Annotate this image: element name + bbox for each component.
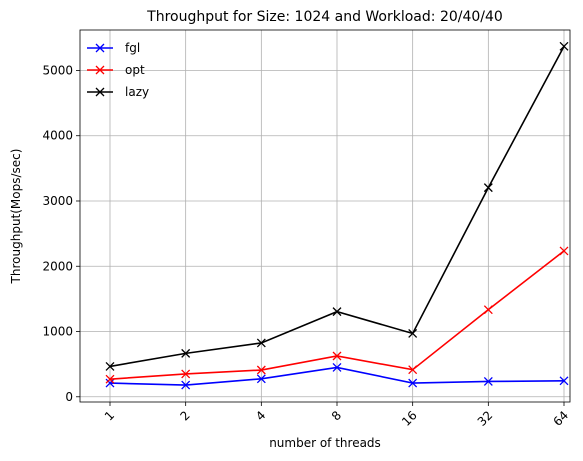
data-point [332,362,342,372]
series-layer [105,41,569,390]
y-axis-label: Throughput(Mops/sec) [9,149,23,285]
legend-label: opt [125,63,145,77]
data-point [256,374,266,384]
data-point [483,305,493,315]
series-opt [105,246,569,384]
y-tick-label: 2000 [42,259,73,273]
plot-frame [79,29,571,403]
legend-label: fgl [125,41,140,55]
series-fgl [105,362,569,390]
y-tick-label: 4000 [42,129,73,143]
legend-item-lazy: lazy [87,85,149,99]
data-point [181,369,191,379]
data-point [256,338,266,348]
data-point [332,307,342,317]
data-point [559,41,569,51]
data-point [408,378,418,388]
y-tick-label: 1000 [42,325,73,339]
legend-marker [95,65,105,75]
series-lazy [105,41,569,371]
y-tick-label: 0 [65,390,73,404]
data-point [105,374,115,384]
chart-title: Throughput for Size: 1024 and Workload: … [146,9,503,25]
legend-label: lazy [125,85,149,99]
data-point [559,376,569,386]
legend-item-opt: opt [87,63,145,77]
y-tick-label: 3000 [42,194,73,208]
grid [80,30,570,402]
x-axis-label: number of threads [269,436,381,450]
data-point [483,183,493,193]
data-point [105,361,115,371]
data-point [408,329,418,338]
y-axis: 0 1000 2000 3000 4000 5000 [42,63,80,404]
data-point [483,376,493,386]
data-point [408,365,418,375]
data-point [332,351,342,361]
legend: fgl opt lazy [87,41,149,99]
legend-item-fgl: fgl [87,41,140,55]
legend-marker [95,43,105,53]
data-point [181,380,191,390]
data-point [559,246,569,256]
data-point [105,378,115,388]
y-tick-label: 5000 [42,63,73,77]
data-point [256,365,266,375]
data-point [181,348,191,358]
legend-marker [95,87,105,97]
